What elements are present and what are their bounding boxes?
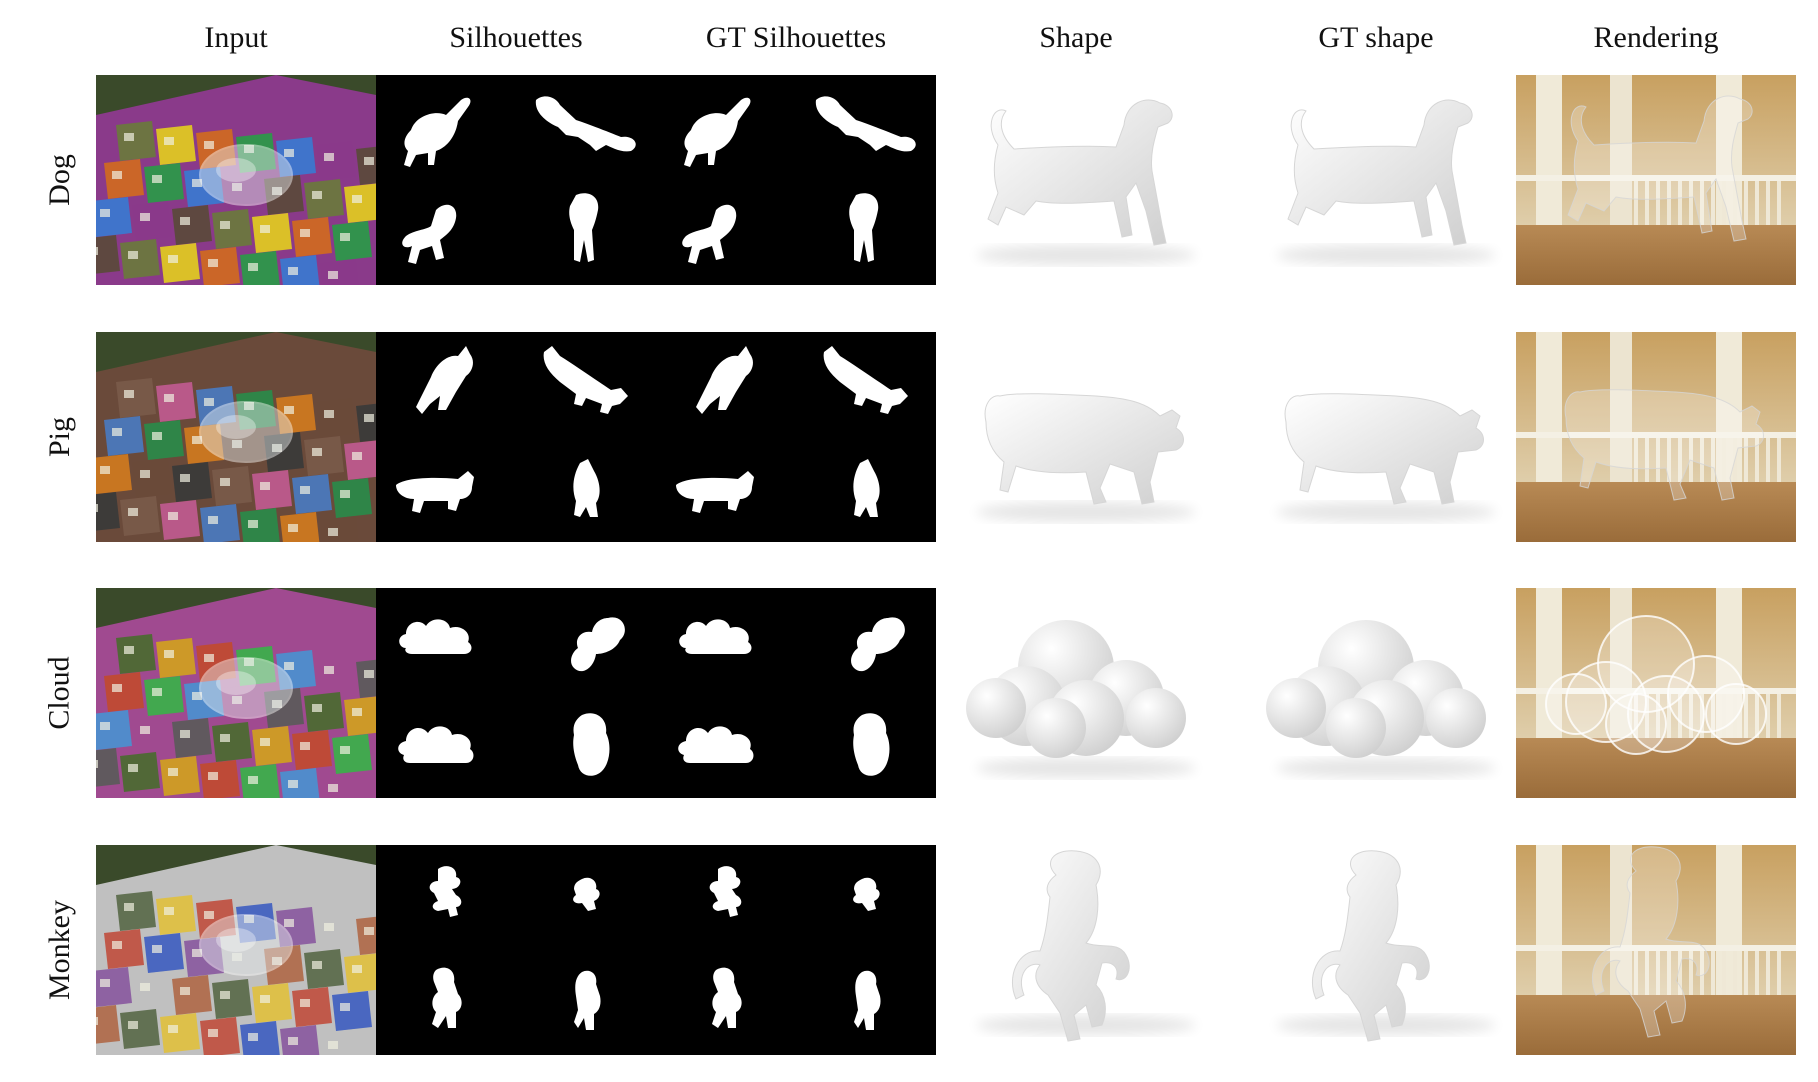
dog-input-image-panel [96,75,376,285]
column-header-gt-shape: GT shape [1318,21,1434,54]
monkey-input-image-panel [96,845,376,1055]
monkey-gt-silhouettes-panel [656,845,936,1055]
column-header-input: Input [204,21,268,54]
cloud-silhouettes-panel [376,588,656,798]
row-label-monkey: Monkey [43,900,76,1000]
row-label-pig: Pig [43,416,76,458]
cloud-rendering-panel [1516,588,1796,798]
column-header-shape: Shape [1039,21,1113,54]
pig-gt-silhouettes-panel [656,332,936,542]
cloud-input-image-panel [96,588,376,798]
monkey-gt-shape-render-panel [1236,845,1516,1055]
cloud-shape-render-panel [936,588,1216,798]
cloud-gt-silhouettes-panel [656,588,936,798]
pig-gt-shape-render-panel [1236,332,1516,542]
monkey-silhouettes-panel [376,845,656,1055]
monkey-rendering-panel [1516,845,1796,1055]
dog-gt-silhouettes-panel [656,75,936,285]
column-header-gt-silhouettes: GT Silhouettes [705,21,887,54]
dog-shape-render-panel [936,75,1216,285]
dog-rendering-panel [1516,75,1796,285]
pig-shape-render-panel [936,332,1216,542]
monkey-shape-render-panel [936,845,1216,1055]
row-label-cloud: Cloud [43,656,77,730]
pig-input-image-panel [96,332,376,542]
dog-gt-shape-render-panel [1236,75,1516,285]
cloud-gt-shape-render-panel [1236,588,1516,798]
pig-rendering-panel [1516,332,1796,542]
row-label-dog: Dog [43,154,77,206]
column-header-rendering: Rendering [1593,21,1719,54]
column-header-silhouettes: Silhouettes [449,21,583,54]
pig-silhouettes-panel [376,332,656,542]
dog-silhouettes-panel [376,75,656,285]
